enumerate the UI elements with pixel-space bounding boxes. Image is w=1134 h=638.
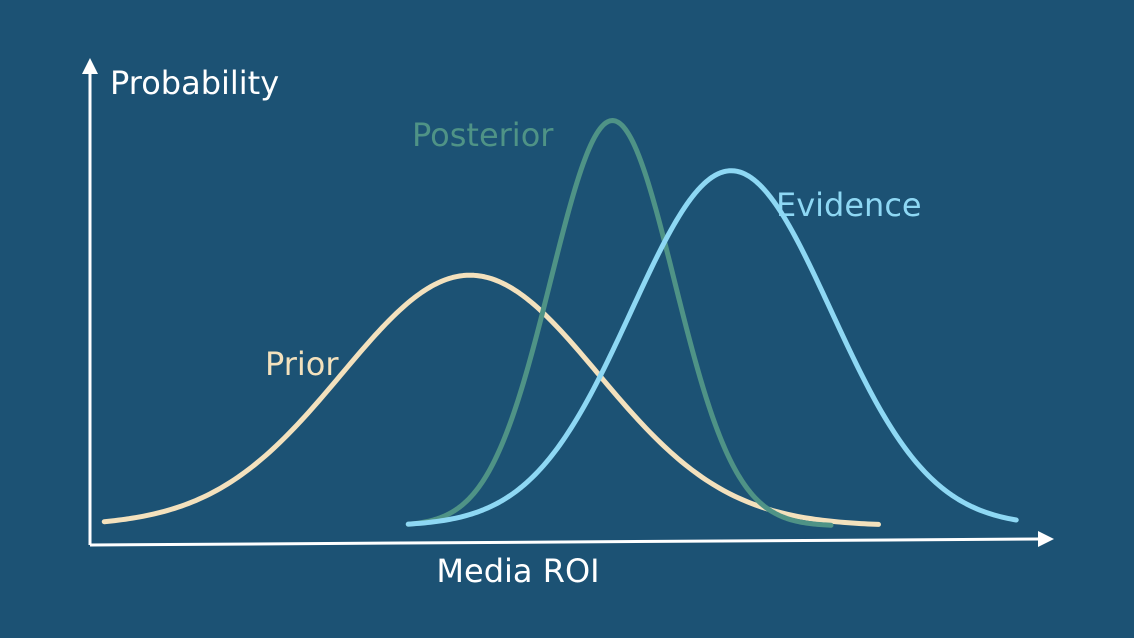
prior-label: Prior (265, 345, 339, 383)
evidence-label: Evidence (776, 186, 922, 224)
posterior-label: Posterior (412, 116, 554, 154)
x-axis-arrow-icon (1038, 531, 1054, 547)
y-axis-arrow-icon (82, 58, 98, 74)
evidence-curve (405, 168, 1019, 527)
x-axis (89, 537, 1041, 547)
y-axis-label: Probability (110, 64, 279, 102)
x-axis-label: Media ROI (436, 552, 599, 590)
series-layer: Prior Posterior Evidence (101, 116, 1019, 528)
prior-curve (101, 272, 881, 527)
posterior-curve (405, 118, 834, 528)
